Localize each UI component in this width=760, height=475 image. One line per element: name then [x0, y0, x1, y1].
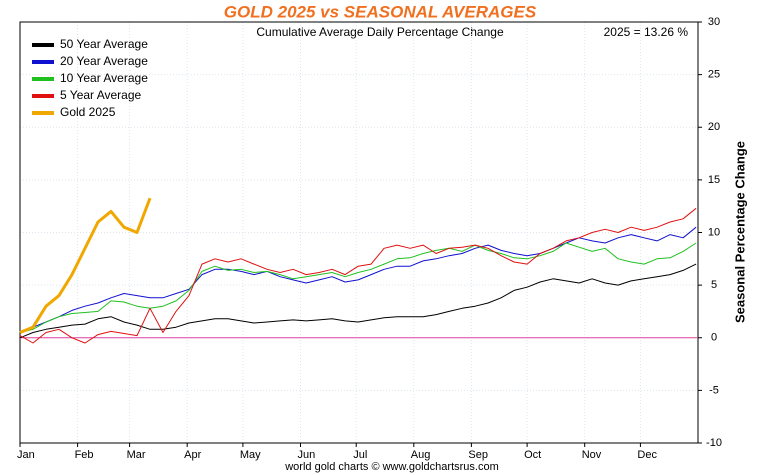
x-tick-label: Jun: [297, 449, 315, 461]
y-tick-label: 25: [708, 69, 720, 81]
y-tick-label: 5: [711, 279, 717, 291]
legend-label: 10 Year Average: [60, 71, 148, 85]
x-tick-label: Feb: [75, 449, 94, 461]
annotation: 2025 = 13.26 %: [604, 25, 689, 39]
y-tick-label: 20: [708, 121, 720, 133]
x-tick-label: Dec: [637, 449, 657, 461]
footer: world gold charts © www.goldchartsrus.co…: [284, 461, 499, 473]
series-line: [19, 207, 697, 344]
x-tick-label: Sep: [468, 449, 488, 461]
x-tick-label: Apr: [184, 449, 201, 461]
legend-label: 20 Year Average: [60, 54, 148, 68]
y-tick-label: 10: [708, 226, 720, 238]
legend-label: Gold 2025: [60, 105, 116, 119]
x-tick-label: Oct: [524, 449, 541, 461]
chart-subtitle: Cumulative Average Daily Percentage Chan…: [256, 25, 504, 39]
y-tick-label: 30: [708, 16, 720, 28]
series-line: [19, 197, 152, 334]
chart-title: GOLD 2025 vs SEASONAL AVERAGES: [224, 2, 537, 21]
x-tick-label: Nov: [582, 449, 602, 461]
legend-label: 5 Year Average: [60, 88, 142, 102]
series-line: [19, 242, 697, 333]
x-tick-label: Aug: [411, 449, 431, 461]
y-axis-label: Seasonal Percentage Change: [732, 141, 747, 323]
plot-frame: [19, 21, 699, 444]
series-line: [19, 263, 697, 339]
y-tick-label: -10: [706, 437, 722, 449]
x-tick-label: Jan: [17, 449, 35, 461]
x-tick-label: May: [240, 449, 261, 461]
x-tick-label: Jul: [353, 449, 367, 461]
series-line: [19, 226, 697, 333]
x-tick-label: Mar: [127, 449, 146, 461]
y-tick-label: 15: [708, 174, 720, 186]
legend-label: 50 Year Average: [60, 37, 148, 51]
y-tick-label: 0: [711, 332, 717, 344]
y-tick-label: -5: [709, 384, 719, 396]
